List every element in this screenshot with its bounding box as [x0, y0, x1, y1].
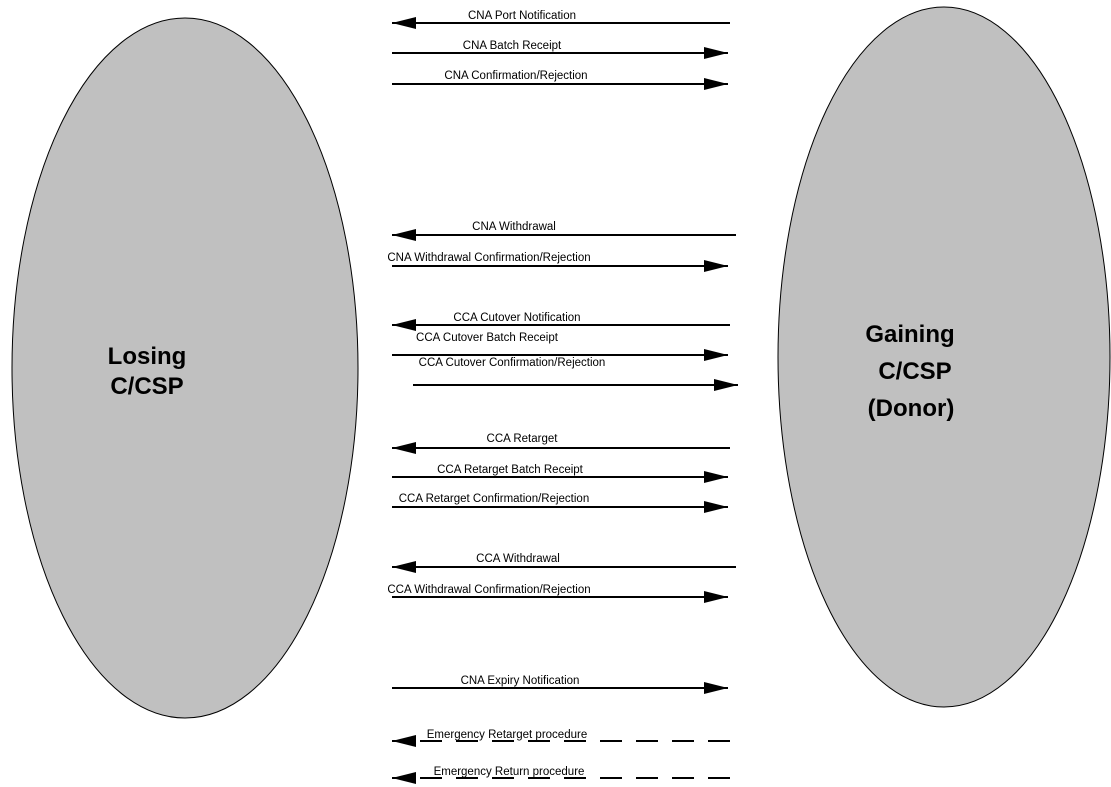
cca-withdrawal-confirmation-rejection-label: CCA Withdrawal Confirmation/Rejection	[387, 584, 590, 596]
losing-csp-node: Losing C/CSP	[11, 17, 359, 719]
cna-expiry-notification-label: CNA Expiry Notification	[461, 675, 580, 687]
message-emergency-retarget-procedure: Emergency Retarget procedure	[392, 729, 730, 747]
message-cca-retarget: CCA Retarget	[392, 433, 730, 454]
cca-cutover-confirmation-rejection-label: CCA Cutover Confirmation/Rejection	[419, 357, 606, 369]
cca-withdrawal-label: CCA Withdrawal	[476, 553, 560, 565]
gaining-csp-label-line-2: C/CSP	[878, 358, 951, 385]
gaining-csp-label-line-1: Gaining	[865, 321, 954, 348]
message-cna-expiry-notification: CNA Expiry Notification	[392, 675, 728, 694]
cna-withdrawal-confirmation-rejection-label: CNA Withdrawal Confirmation/Rejection	[387, 252, 590, 264]
message-cna-confirmation-rejection: CNA Confirmation/Rejection	[392, 70, 728, 90]
cca-retarget-label: CCA Retarget	[487, 433, 559, 445]
cna-withdrawal-label: CNA Withdrawal	[472, 221, 556, 233]
losing-csp-label-line-2: C/CSP	[110, 373, 183, 400]
message-cna-port-notification: CNA Port Notification	[392, 10, 730, 29]
message-cca-withdrawal: CCA Withdrawal	[392, 553, 736, 573]
gaining-csp-ellipse	[777, 6, 1111, 708]
message-cca-withdrawal-confirmation-rejection: CCA Withdrawal Confirmation/Rejection	[387, 584, 728, 603]
message-cca-cutover-confirmation-rejection: CCA Cutover Confirmation/Rejection	[413, 357, 738, 391]
losing-csp-label-line-1: Losing	[108, 343, 187, 370]
emergency-retarget-procedure-label: Emergency Retarget procedure	[427, 729, 587, 741]
cca-retarget-confirmation-rejection-label: CCA Retarget Confirmation/Rejection	[399, 493, 589, 505]
message-cca-cutover-notification: CCA Cutover Notification	[392, 312, 730, 331]
gaining-csp-label-line-3: (Donor)	[868, 395, 955, 422]
cca-cutover-notification-label: CCA Cutover Notification	[453, 312, 580, 324]
cca-cutover-batch-receipt-label: CCA Cutover Batch Receipt	[416, 332, 559, 344]
message-cna-withdrawal-confirmation-rejection: CNA Withdrawal Confirmation/Rejection	[387, 252, 728, 272]
message-cca-retarget-batch-receipt: CCA Retarget Batch Receipt	[392, 464, 728, 483]
message-cca-retarget-confirmation-rejection: CCA Retarget Confirmation/Rejection	[392, 493, 728, 513]
cna-port-notification-label: CNA Port Notification	[468, 10, 576, 22]
losing-csp-ellipse	[11, 17, 359, 719]
message-cna-withdrawal: CNA Withdrawal	[392, 221, 736, 241]
gaining-csp-node: Gaining C/CSP (Donor)	[777, 6, 1111, 708]
message-cca-cutover-batch-receipt: CCA Cutover Batch Receipt	[392, 332, 728, 361]
cna-confirmation-rejection-label: CNA Confirmation/Rejection	[444, 70, 587, 82]
cna-batch-receipt-label: CNA Batch Receipt	[463, 40, 562, 52]
cca-retarget-batch-receipt-label: CCA Retarget Batch Receipt	[437, 464, 584, 476]
message-cna-batch-receipt: CNA Batch Receipt	[392, 40, 728, 59]
message-emergency-return-procedure: Emergency Return procedure	[392, 766, 730, 784]
emergency-return-procedure-label: Emergency Return procedure	[434, 766, 585, 778]
